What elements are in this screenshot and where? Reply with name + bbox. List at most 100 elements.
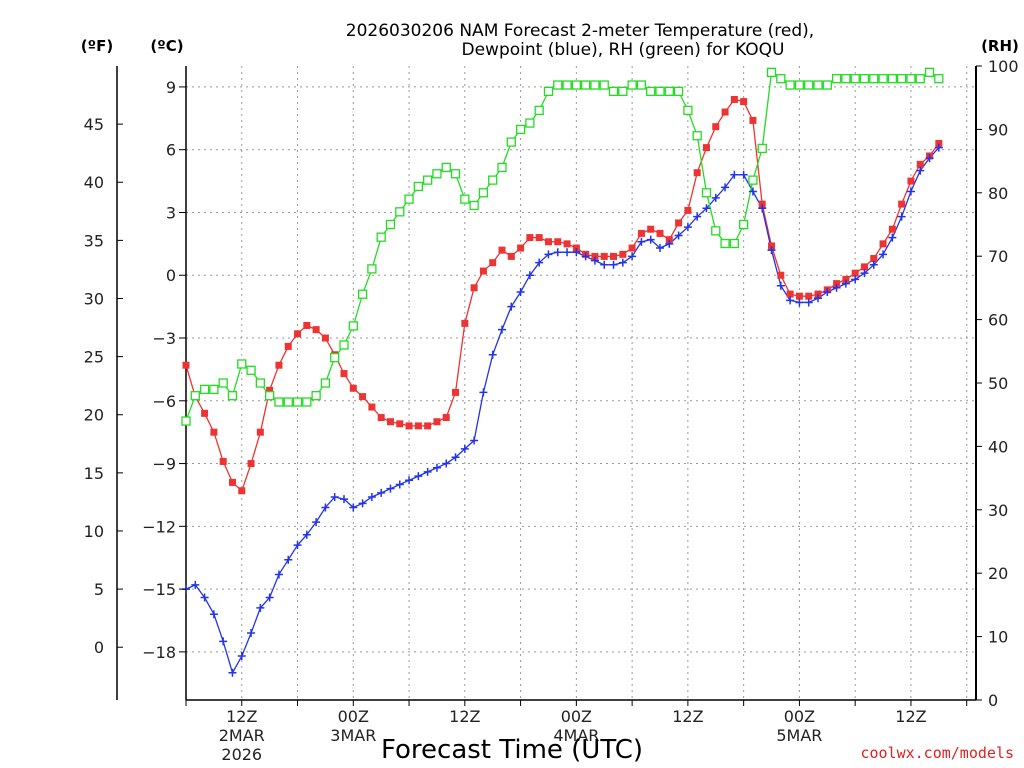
celsius-tick-label: −6 <box>152 392 176 411</box>
dewpoint-point <box>488 350 497 359</box>
dewpoint-point <box>516 287 525 296</box>
dewpoint-point <box>841 279 850 288</box>
rh-point <box>924 67 935 77</box>
rh-point <box>311 391 321 401</box>
2-meter-temperature-point <box>312 326 320 334</box>
celsius-tick-label: 6 <box>166 141 176 160</box>
dewpoint-point <box>386 484 395 493</box>
2-meter-temperature-point <box>879 240 887 248</box>
2-meter-temperature-point <box>294 330 302 338</box>
2-meter-temperature-point <box>637 229 645 237</box>
rh-tick-label: 60 <box>988 311 1008 330</box>
2-meter-temperature-point <box>266 386 274 394</box>
2-meter-temperature-point <box>396 420 404 428</box>
rh-tick-label: 50 <box>988 374 1008 393</box>
2-meter-temperature-point <box>284 342 292 350</box>
dewpoint-point <box>609 260 618 269</box>
rh-point <box>413 181 424 192</box>
x-tick-label: 00Z <box>784 707 815 726</box>
rh-point <box>385 219 396 230</box>
celsius-tick-label: −15 <box>142 580 176 599</box>
rh-point <box>655 86 665 97</box>
dewpoint-point <box>219 637 228 646</box>
2-meter-temperature-point <box>600 252 608 260</box>
fahrenheit-tick-label: 5 <box>94 580 104 599</box>
rh-point <box>515 124 526 135</box>
2-meter-temperature-point <box>833 280 841 288</box>
dewpoint-point <box>916 166 925 175</box>
rh-point <box>274 397 284 407</box>
dewpoint-line <box>185 147 940 675</box>
rh-point <box>218 378 228 388</box>
2-meter-temperature-point <box>368 403 376 411</box>
2-meter-temperature-point <box>256 428 264 436</box>
2-meter-temperature-point <box>684 206 692 214</box>
rh-point <box>339 340 349 350</box>
2-meter-temperature-point <box>498 246 506 254</box>
rh-point <box>497 162 507 173</box>
fahrenheit-tick-label: 25 <box>84 348 104 367</box>
dewpoint-point <box>423 467 432 476</box>
rh-point <box>850 74 860 84</box>
dewpoint-point <box>693 212 702 221</box>
chart-title-line-2: Dewpoint (blue), RH (green) for KOQU <box>462 40 785 60</box>
2-meter-temperature-point <box>182 361 190 369</box>
dewpoint-point <box>330 493 339 502</box>
rh-point <box>673 86 684 97</box>
dewpoint-point <box>507 302 516 311</box>
rh-point <box>320 378 331 388</box>
2-meter-temperature-point <box>619 250 627 258</box>
rh-point <box>785 80 795 90</box>
dewpoint-point <box>377 488 386 497</box>
dewpoint-point <box>600 260 609 269</box>
dewpoint-point <box>906 187 915 196</box>
rh-point <box>376 232 386 242</box>
rh-point <box>209 384 219 394</box>
2-meter-temperature-point <box>544 238 552 246</box>
rh-point <box>450 169 461 179</box>
dewpoint-point <box>869 260 878 269</box>
dewpoint-point <box>758 204 767 213</box>
dewpoint-point <box>470 436 479 445</box>
dewpoint-point <box>786 296 795 305</box>
series-lines <box>185 71 940 675</box>
rh-point <box>729 238 740 249</box>
dewpoint-point <box>851 275 860 284</box>
rh-point <box>859 74 870 84</box>
celsius-unit-label: (ºC) <box>150 37 183 55</box>
dewpoint-point <box>665 239 674 248</box>
rh-point <box>664 86 674 97</box>
credit-label: coolwx.com/models <box>860 744 1014 762</box>
rh-point <box>636 80 647 90</box>
dewpoint-point <box>795 298 804 307</box>
dewpoint-point <box>293 541 302 550</box>
rh-point <box>711 226 721 236</box>
dewpoint-point <box>395 480 404 489</box>
dewpoint-point <box>860 269 869 278</box>
2-meter-temperature-point <box>526 234 534 242</box>
dewpoint-point <box>498 325 506 334</box>
dewpoint-point <box>432 463 441 472</box>
fahrenheit-tick-label: 35 <box>84 231 104 250</box>
rh-point <box>571 80 582 90</box>
2-meter-temperature-point <box>349 384 357 392</box>
dewpoint-point <box>247 629 256 638</box>
x-tick-label: 00Z <box>561 707 592 726</box>
dewpoint-point <box>228 668 237 677</box>
rh-point <box>896 74 907 84</box>
fahrenheit-tick-label: 30 <box>84 289 104 308</box>
rh-point <box>246 365 256 375</box>
2-meter-temperature-point <box>572 244 580 252</box>
2-meter-temperature-point <box>405 422 413 430</box>
rh-point <box>934 74 944 84</box>
2-meter-temperature-point <box>377 414 385 422</box>
rh-point <box>190 391 200 401</box>
rh-point <box>404 194 414 204</box>
rh-point <box>720 238 730 249</box>
2-meter-temperature-point <box>591 252 599 260</box>
2-meter-temperature-point <box>507 252 515 260</box>
dewpoint-point <box>618 258 627 267</box>
rh-point <box>525 118 535 128</box>
rh-point <box>367 264 377 274</box>
